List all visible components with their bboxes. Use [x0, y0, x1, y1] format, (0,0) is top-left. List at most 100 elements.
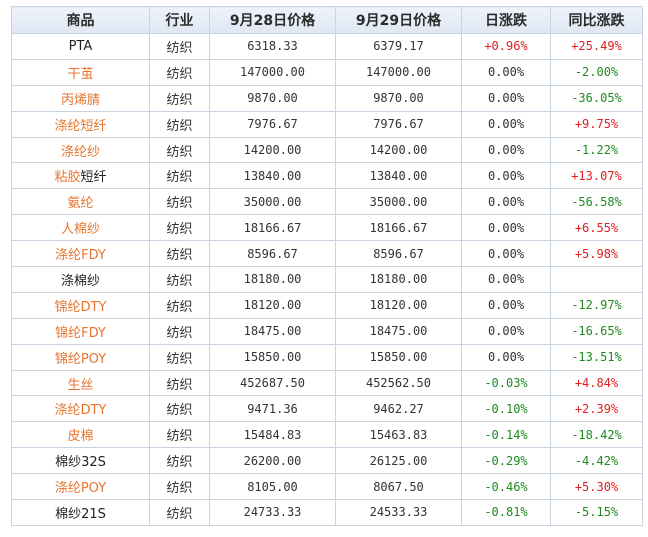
yoy-change-cell: -12.97%	[550, 291, 643, 319]
product-link[interactable]: 丙烯腈	[60, 92, 100, 108]
yoy-change-cell: +13.07%	[550, 162, 643, 190]
daily-change-cell: 0.00%	[461, 110, 551, 138]
industry-cell: 纺织	[149, 162, 210, 190]
product-link[interactable]: 干茧	[67, 66, 94, 82]
price-sep29-cell: 18120.00	[335, 291, 462, 319]
product-cell: 涤纶FDY	[11, 240, 150, 268]
table-row: 棉纱21S 纺织 24733.33 24533.33 -0.81% -5.15%	[11, 499, 643, 526]
price-sep29-cell: 35000.00	[335, 188, 462, 216]
yoy-change-cell: -18.42%	[550, 421, 643, 449]
industry-cell: 纺织	[149, 447, 210, 475]
product-cell: 锦纶FDY	[11, 317, 150, 345]
table-row: 人棉纱 纺织 18166.67 18166.67 0.00% +6.55%	[11, 214, 643, 242]
daily-change-cell: 0.00%	[461, 214, 551, 242]
price-sep29-cell: 15850.00	[335, 343, 462, 371]
table-row: 锦纶DTY 纺织 18120.00 18120.00 0.00% -12.97%	[11, 291, 643, 319]
price-sep29-cell: 7976.67	[335, 110, 462, 138]
yoy-change-cell: -36.05%	[550, 84, 643, 112]
daily-change-cell: 0.00%	[461, 188, 551, 216]
daily-change-cell: 0.00%	[461, 317, 551, 345]
header-industry: 行业	[149, 6, 210, 34]
price-sep28-cell: 147000.00	[209, 58, 336, 86]
price-sep28-cell: 7976.67	[209, 110, 336, 138]
price-sep28-cell: 9471.36	[209, 395, 336, 423]
product-cell: 人棉纱	[11, 214, 150, 242]
price-sep28-cell: 18120.00	[209, 291, 336, 319]
yoy-change-cell: +4.84%	[550, 369, 643, 397]
product-cell: 涤纶纱	[11, 136, 150, 164]
price-sep28-cell: 35000.00	[209, 188, 336, 216]
daily-change-cell: -0.29%	[461, 447, 551, 475]
product-link[interactable]: 涤纶FDY	[55, 248, 106, 264]
product-link[interactable]: 氨纶	[67, 196, 94, 212]
yoy-change-cell: -16.65%	[550, 317, 643, 345]
product-link[interactable]: 粘胶	[54, 170, 81, 186]
price-sep29-cell: 8067.50	[335, 473, 462, 501]
industry-cell: 纺织	[149, 240, 210, 268]
price-sep28-cell: 18180.00	[209, 266, 336, 293]
price-table: 商品 行业 9月28日价格 9月29日价格 日涨跌 同比涨跌 PTA 纺织 6318…	[11, 6, 643, 526]
price-sep29-cell: 14200.00	[335, 136, 462, 164]
daily-change-cell: -0.81%	[461, 499, 551, 526]
product-link[interactable]: 锦纶DTY	[54, 299, 107, 315]
table-row: 涤纶FDY 纺织 8596.67 8596.67 0.00% +5.98%	[11, 240, 643, 268]
daily-change-cell: -0.10%	[461, 395, 551, 423]
product-name: 棉纱32S	[55, 455, 106, 471]
yoy-change-cell: -56.58%	[550, 188, 643, 216]
price-sep29-cell: 8596.67	[335, 240, 462, 268]
price-sep29-cell: 18180.00	[335, 266, 462, 293]
daily-change-cell: -0.46%	[461, 473, 551, 501]
daily-change-cell: 0.00%	[461, 343, 551, 371]
price-table-container: 商品 行业 9月28日价格 9月29日价格 日涨跌 同比涨跌 PTA 纺织 6318…	[11, 6, 643, 526]
product-link[interactable]: 涤纶DTY	[54, 403, 107, 419]
industry-cell: 纺织	[149, 473, 210, 501]
table-row: 涤棉纱 纺织 18180.00 18180.00 0.00%	[11, 266, 643, 293]
daily-change-cell: 0.00%	[461, 136, 551, 164]
yoy-change-cell: -2.00%	[550, 58, 643, 86]
price-sep29-cell: 13840.00	[335, 162, 462, 190]
price-sep28-cell: 6318.33	[209, 33, 336, 60]
price-sep28-cell: 9870.00	[209, 84, 336, 112]
product-link[interactable]: 涤纶短纤	[54, 118, 107, 134]
product-cell: 生丝	[11, 369, 150, 397]
table-row: 皮棉 纺织 15484.83 15463.83 -0.14% -18.42%	[11, 421, 643, 449]
price-sep28-cell: 14200.00	[209, 136, 336, 164]
price-sep29-cell: 9462.27	[335, 395, 462, 423]
price-sep29-cell: 147000.00	[335, 58, 462, 86]
yoy-change-cell: +2.39%	[550, 395, 643, 423]
table-row: 氨纶 纺织 35000.00 35000.00 0.00% -56.58%	[11, 188, 643, 216]
product-link[interactable]: 皮棉	[67, 429, 94, 445]
price-sep28-cell: 24733.33	[209, 499, 336, 526]
daily-change-cell: 0.00%	[461, 162, 551, 190]
table-row: 生丝 纺织 452687.50 452562.50 -0.03% +4.84%	[11, 369, 643, 397]
product-link[interactable]: 锦纶FDY	[55, 325, 106, 341]
yoy-change-cell: -13.51%	[550, 343, 643, 371]
product-link[interactable]: 生丝	[67, 377, 94, 393]
yoy-change-cell: -1.22%	[550, 136, 643, 164]
product-cell: PTA	[11, 33, 150, 60]
product-link[interactable]: 涤纶纱	[60, 144, 100, 160]
product-cell: 氨纶	[11, 188, 150, 216]
price-sep29-cell: 6379.17	[335, 33, 462, 60]
price-sep28-cell: 18475.00	[209, 317, 336, 345]
product-cell: 丙烯腈	[11, 84, 150, 112]
price-sep28-cell: 8596.67	[209, 240, 336, 268]
table-row: 涤纶短纤 纺织 7976.67 7976.67 0.00% +9.75%	[11, 110, 643, 138]
product-cell: 锦纶POY	[11, 343, 150, 371]
yoy-change-cell: -4.42%	[550, 447, 643, 475]
product-name: 涤棉纱	[60, 273, 100, 289]
yoy-change-cell: +6.55%	[550, 214, 643, 242]
table-row: 锦纶FDY 纺织 18475.00 18475.00 0.00% -16.65%	[11, 317, 643, 345]
table-row: 涤纶POY 纺织 8105.00 8067.50 -0.46% +5.30%	[11, 473, 643, 501]
product-link[interactable]: 人棉纱	[60, 222, 100, 238]
table-row: 锦纶POY 纺织 15850.00 15850.00 0.00% -13.51%	[11, 343, 643, 371]
industry-cell: 纺织	[149, 188, 210, 216]
industry-cell: 纺织	[149, 136, 210, 164]
industry-cell: 纺织	[149, 33, 210, 60]
price-sep28-cell: 13840.00	[209, 162, 336, 190]
product-link[interactable]: 锦纶POY	[54, 351, 107, 367]
header-product: 商品	[11, 6, 150, 34]
industry-cell: 纺织	[149, 266, 210, 293]
table-row: 涤纶DTY 纺织 9471.36 9462.27 -0.10% +2.39%	[11, 395, 643, 423]
product-link[interactable]: 涤纶POY	[54, 481, 107, 497]
